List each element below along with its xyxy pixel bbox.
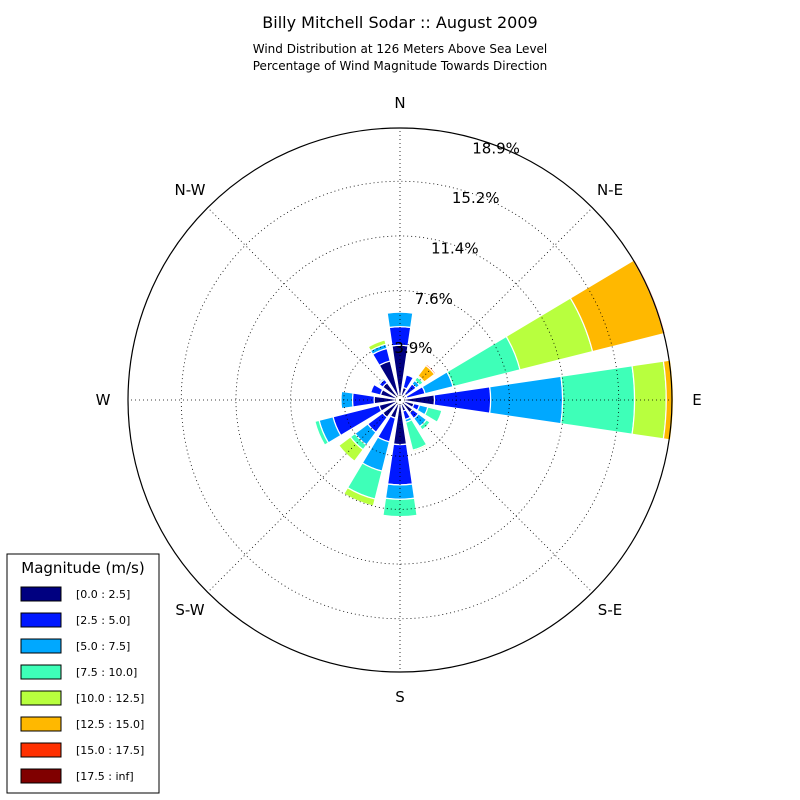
legend-label-3: [7.5 : 10.0] [76,666,137,679]
legend-label-2: [5.0 : 7.5] [76,640,130,653]
polar-outline [127,127,673,673]
legend: Magnitude (m/s) [0.0 : 2.5] [2.5 : 5.0] [5… [6,553,160,794]
direction-label-S-W: S-W [175,601,204,619]
legend-label-0: [0.0 : 2.5] [76,588,130,601]
direction-label-N-W: N-W [175,181,206,199]
grid-spoke-3 [399,399,593,593]
legend-label-1: [2.5 : 5.0] [76,614,130,627]
radial-tick-label-0: 3.9% [394,339,432,357]
bar-292.5-segment-1 [369,383,384,396]
legend-label-6: [15.0 : 17.5] [76,744,144,757]
wind-bars [314,258,675,518]
bar-112.5-segment-3 [423,406,443,423]
legend-swatch-3 [20,664,62,680]
grid-circle-3 [180,180,620,620]
legend-swatch-5 [20,716,62,732]
direction-label-E: E [692,391,701,409]
bar-135-segment-3 [418,418,431,431]
direction-label-S: S [395,688,405,706]
radial-tick-label-4: 18.9% [472,140,520,158]
bar-202.5-segment-4 [343,486,376,507]
legend-swatch-1 [20,612,62,628]
direction-label-N-E: N-E [597,181,623,199]
grid-circle-1 [290,290,510,510]
chart-subtitle-line-2: Percentage of Wind Magnitude Towards Dir… [253,59,547,73]
legend-swatch-2 [20,638,62,654]
bar-157.5-segment-4 [411,443,429,453]
bar-180-segment-3 [382,497,418,518]
bar-90-segment-4 [631,360,667,440]
bar-247.5-segment-3 [314,419,330,446]
legend-swatch-7 [20,768,62,784]
bar-225-segment-4 [337,436,364,463]
polar-grid [128,128,672,672]
bar-67.5-segment-3 [446,335,521,388]
chart-subtitle-line-1: Wind Distribution at 126 Meters Above Se… [253,42,548,56]
direction-label-N: N [394,94,405,112]
bar-45-segment-6 [424,363,437,376]
bar-22.5-segment-1 [402,374,415,390]
chart-title: Billy Mitchell Sodar :: August 2009 [262,13,537,32]
legend-swatch-0 [20,586,62,602]
legend-label-7: [17.5 : inf] [76,770,134,783]
bar-90-segment-1 [433,386,492,414]
radial-tick-label-1: 7.6% [415,290,453,308]
legend-title: Magnitude (m/s) [21,559,144,577]
legend-swatch-6 [20,742,62,758]
bar-180-segment-2 [384,483,416,500]
direction-label-S-E: S-E [598,601,622,619]
legend-label-4: [10.0 : 12.5] [76,692,144,705]
radial-tick-label-2: 11.4% [431,239,479,257]
radial-tick-label-3: 15.2% [452,189,500,207]
radial-tick-labels: 3.9% 7.6% 11.4% 15.2% 18.9% [394,140,519,357]
direction-label-W: W [96,391,111,409]
direction-labels: N N-E E S-E S S-W W N-W [96,94,702,706]
bar-315-segment-2 [377,377,386,386]
legend-swatch-4 [20,690,62,706]
grid-spoke-7 [207,207,401,401]
bar-90-segment-3 [560,365,636,435]
bar-337.5-segment-4 [367,339,387,352]
legend-label-5: [12.5 : 15.0] [76,718,144,731]
